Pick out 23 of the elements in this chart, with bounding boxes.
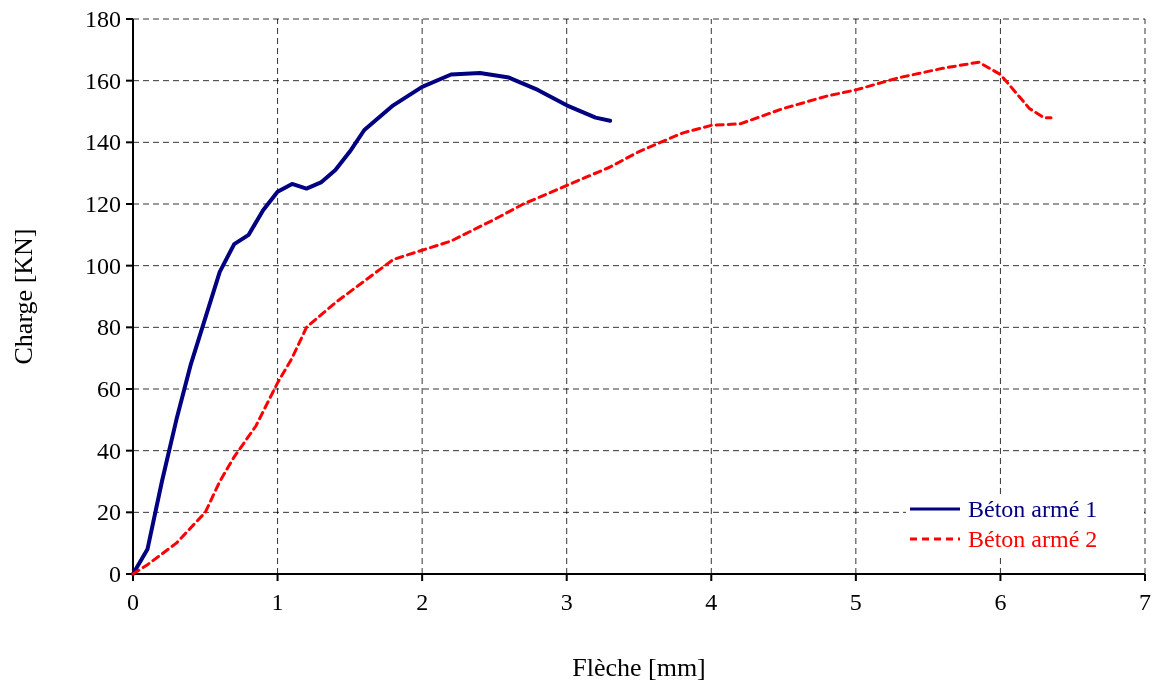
- x-tick-label: 1: [271, 589, 284, 615]
- x-tick-label: 6: [994, 589, 1007, 615]
- x-axis-title: Flèche [mm]: [572, 653, 706, 682]
- y-tick-label: 160: [85, 67, 121, 94]
- x-tick-label: 5: [849, 589, 862, 615]
- legend-label: Béton armé 1: [968, 496, 1098, 522]
- y-tick-label: 120: [85, 191, 121, 217]
- y-tick-label: 100: [85, 252, 121, 279]
- x-tick-label: 3: [560, 589, 573, 615]
- x-tick-label: 2: [416, 589, 429, 615]
- y-tick-label: 140: [85, 129, 121, 156]
- y-tick-label: 80: [97, 314, 121, 341]
- y-tick-label: 180: [85, 6, 121, 32]
- y-tick-label: 40: [97, 437, 121, 464]
- y-axis-title: Charge [KN]: [9, 228, 38, 365]
- y-tick-label: 20: [97, 499, 121, 526]
- x-tick-label: 4: [705, 589, 718, 615]
- y-tick-label: 60: [97, 376, 121, 402]
- x-tick-label: 0: [127, 589, 139, 615]
- line-series: [131, 70, 613, 576]
- legend-label: Béton armé 2: [968, 526, 1098, 552]
- y-tick-label: 0: [109, 561, 121, 587]
- x-tick-label: 7: [1139, 589, 1151, 615]
